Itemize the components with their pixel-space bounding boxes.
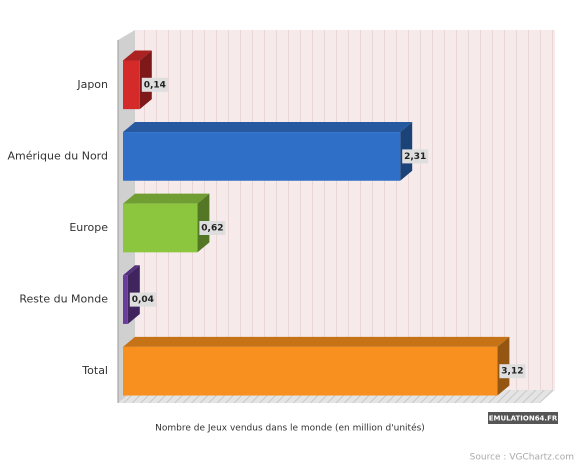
watermark-bg: [488, 412, 558, 424]
value-label: 2,31: [404, 152, 426, 162]
value-label-bg: [129, 292, 156, 307]
bar-top: [123, 265, 140, 276]
bar: [123, 275, 128, 324]
value-label-bg: [141, 77, 168, 92]
bar: [123, 346, 498, 396]
value-label: 0,14: [144, 80, 166, 90]
y-tick-label: Japon: [76, 78, 108, 91]
y-tick-label: Amérique du Nord: [7, 149, 108, 162]
bar: [123, 132, 401, 181]
bar: [123, 203, 198, 253]
source: Source : VGChartz.com: [470, 453, 574, 463]
value-label-bg: [499, 364, 526, 379]
watermark: EMULATION64.FR: [489, 415, 558, 423]
bar-top: [123, 193, 210, 204]
bar: [123, 60, 140, 110]
value-label: 0,04: [132, 295, 154, 305]
back-wall: [135, 30, 555, 390]
y-tick-label: Europe: [69, 221, 108, 234]
value-label-bg: [199, 221, 226, 235]
bar-top: [123, 50, 152, 61]
value-label: 3,12: [501, 367, 523, 377]
bar-top: [123, 336, 510, 347]
bar-top: [123, 122, 413, 133]
y-tick-label: Total: [81, 364, 108, 377]
value-label-bg: [402, 149, 429, 164]
value-label: 0,62: [201, 224, 223, 234]
x-axis-label: Nombre de Jeux vendus dans le monde (en …: [155, 423, 425, 434]
y-tick-label: Reste du Monde: [19, 293, 108, 306]
